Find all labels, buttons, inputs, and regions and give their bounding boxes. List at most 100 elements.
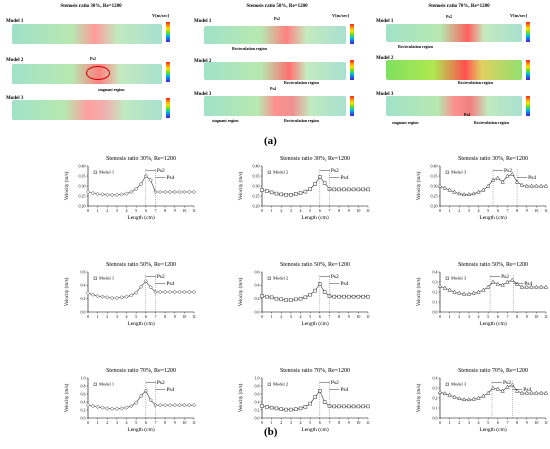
data-point	[452, 189, 457, 194]
data-point	[100, 294, 105, 299]
x-tick-label: 4	[126, 420, 128, 425]
data-point	[308, 401, 312, 406]
x-tick-label: 7	[154, 420, 156, 425]
y-tick-label: 0.35	[79, 173, 86, 178]
y-tick-label: 0.25	[253, 193, 260, 198]
x-tick-label: 6	[497, 314, 499, 319]
data-point	[265, 189, 269, 193]
data-point	[265, 294, 269, 299]
data-point	[167, 289, 173, 295]
annotation-label: Ps4	[166, 387, 174, 393]
x-tick-label: 10	[534, 420, 538, 425]
data-point	[361, 187, 365, 192]
color-legend	[166, 62, 170, 82]
flow-title-50: Stenosis ratio 50%, Re=1200	[246, 4, 308, 9]
y-tick-label: 0.6	[81, 391, 86, 396]
data-point	[322, 290, 327, 294]
x-tick-label: 0	[439, 420, 441, 425]
series-line	[87, 280, 194, 299]
chart-title: Stenosis ratio 70%, Re=1200	[458, 368, 528, 374]
x-tick-label: 6	[145, 208, 147, 213]
data-point	[182, 189, 187, 195]
data-point	[100, 405, 105, 410]
data-point	[519, 284, 525, 289]
x-tick-label: 3	[468, 208, 470, 213]
x-tick-label: 2	[106, 314, 108, 319]
y-tick-label: 0.0	[433, 415, 438, 420]
data-point	[284, 298, 288, 302]
ann-stagnant: stagnant region	[392, 120, 419, 125]
data-point	[346, 294, 351, 299]
data-point	[452, 394, 457, 399]
x-tick-label: 10	[356, 420, 360, 425]
data-point	[114, 192, 120, 197]
y-tick-label: 0.2	[81, 296, 86, 301]
x-tick-label: 0	[87, 208, 89, 213]
data-point	[529, 390, 534, 395]
y-tick-label: 0.3	[433, 385, 438, 390]
data-point	[322, 400, 327, 404]
data-point	[129, 293, 134, 298]
legend-label: Model 2	[273, 382, 288, 387]
data-point	[332, 404, 337, 409]
data-point	[172, 189, 177, 195]
data-point	[495, 281, 501, 286]
x-tick-label: 9	[526, 420, 528, 425]
color-legend	[526, 60, 530, 80]
data-point	[124, 405, 129, 410]
data-point	[298, 406, 303, 411]
data-point	[260, 294, 264, 298]
data-point	[351, 404, 356, 409]
data-point	[510, 171, 515, 176]
data-point	[158, 403, 163, 408]
data-point	[158, 289, 163, 295]
data-point	[322, 181, 327, 185]
y-tick-label: 0.40	[253, 163, 260, 168]
data-point	[466, 291, 472, 296]
data-point	[524, 390, 529, 395]
x-tick-label: 0	[439, 208, 441, 213]
x-tick-label: 1	[271, 420, 273, 425]
data-point	[471, 290, 476, 295]
data-point	[284, 193, 288, 197]
data-point	[138, 393, 144, 399]
data-point	[366, 187, 370, 192]
data-point	[129, 189, 134, 195]
ann-recirc: Recirculation region	[398, 44, 433, 49]
model-label-1: Model 1	[194, 19, 212, 24]
y-tick-label: 0.35	[431, 173, 438, 178]
legend-marker	[445, 170, 449, 174]
data-point	[361, 294, 365, 299]
y-tick-label: 0.25	[79, 193, 86, 198]
vessel-model3-50	[204, 96, 346, 116]
data-point	[543, 284, 549, 289]
model-label-1: Model 1	[376, 19, 394, 24]
velocity-label: V[m/sec]	[332, 13, 349, 18]
data-point	[90, 292, 95, 297]
y-tick-label: 0.30	[79, 183, 86, 188]
data-point	[293, 407, 298, 411]
data-point	[148, 177, 153, 183]
flow-column-30: Stenosis ratio 30%, Re=1200 V[m/sec] Mod…	[6, 4, 176, 124]
annotation-label: Ps2	[157, 274, 165, 280]
data-point	[332, 294, 337, 299]
x-tick-label: 1	[97, 208, 99, 213]
vessel-model1-30	[12, 24, 162, 44]
x-tick-label: 7	[506, 208, 508, 213]
x-tick-label: 5	[487, 420, 489, 425]
data-point	[303, 405, 308, 409]
data-point	[466, 191, 472, 196]
y-tick-label: 0.25	[431, 193, 438, 198]
legend-label: Model 2	[273, 170, 288, 175]
y-tick-label: 0.2	[81, 407, 86, 412]
data-point	[269, 295, 274, 300]
ann-recirc: Recirculation region	[284, 80, 319, 85]
data-point	[332, 187, 337, 192]
y-tick-label: 0.4	[433, 375, 438, 380]
data-point	[457, 290, 462, 295]
data-point	[529, 284, 534, 289]
data-point	[119, 192, 124, 197]
data-point	[298, 296, 303, 301]
data-point	[134, 186, 139, 192]
x-tick-label: 8	[164, 420, 166, 425]
